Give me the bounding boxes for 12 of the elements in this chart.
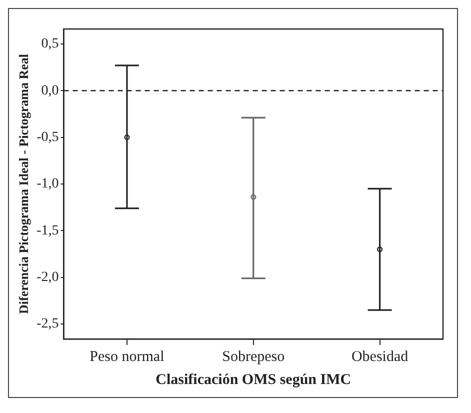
y-tick-label: -2,5: [36, 316, 59, 332]
x-tick-label: Obesidad: [351, 348, 409, 365]
x-axis-title: Clasificación OMS según IMC: [156, 372, 352, 388]
y-axis-title: Diferencia Pictograma Ideal - Pictograma Real: [16, 54, 32, 314]
y-tick-label: -0,5: [36, 130, 59, 145]
y-tick-label: 0,0: [41, 83, 59, 98]
x-tick-label: Peso normal: [90, 348, 164, 365]
y-tick-label: 0,5: [41, 36, 59, 52]
x-tick-label: Sobrepeso: [222, 348, 285, 365]
y-tick-label: -1,5: [36, 223, 59, 238]
y-tick-label: -2,0: [36, 270, 59, 286]
y-tick-label: -1,0: [36, 176, 59, 192]
